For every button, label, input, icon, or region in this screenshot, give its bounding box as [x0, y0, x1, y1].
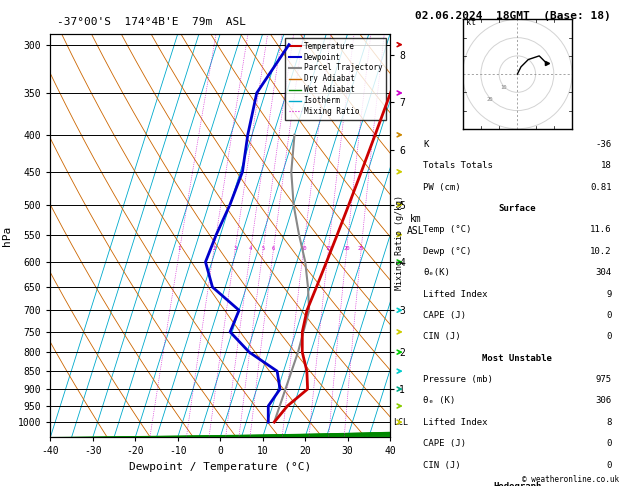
Text: CAPE (J): CAPE (J) [423, 439, 466, 448]
Text: 1: 1 [178, 246, 181, 251]
Text: 5: 5 [261, 246, 264, 251]
Text: © weatheronline.co.uk: © weatheronline.co.uk [523, 474, 620, 484]
Text: CIN (J): CIN (J) [423, 332, 461, 341]
Text: -37°00'S  174°4B'E  79m  ASL: -37°00'S 174°4B'E 79m ASL [57, 17, 245, 27]
Text: 3: 3 [233, 246, 237, 251]
Text: 0: 0 [606, 332, 611, 341]
Text: 2: 2 [212, 246, 215, 251]
Text: Mixing Ratio (g/kg): Mixing Ratio (g/kg) [395, 195, 404, 291]
Text: LCL: LCL [393, 417, 408, 427]
Legend: Temperature, Dewpoint, Parcel Trajectory, Dry Adiabat, Wet Adiabat, Isotherm, Mi: Temperature, Dewpoint, Parcel Trajectory… [286, 38, 386, 120]
Text: 10: 10 [500, 85, 507, 90]
Text: 306: 306 [595, 397, 611, 405]
Text: Pressure (mb): Pressure (mb) [423, 375, 493, 384]
Text: CAPE (J): CAPE (J) [423, 311, 466, 320]
Text: 20: 20 [487, 98, 493, 103]
Text: Surface: Surface [499, 204, 536, 213]
Text: 8: 8 [606, 418, 611, 427]
Text: 975: 975 [595, 375, 611, 384]
Text: -36: -36 [595, 140, 611, 149]
Text: Most Unstable: Most Unstable [482, 354, 552, 363]
Text: 15: 15 [325, 246, 331, 251]
Text: kt: kt [466, 18, 476, 27]
Text: 9: 9 [606, 290, 611, 298]
Y-axis label: hPa: hPa [3, 226, 12, 246]
Text: 6: 6 [272, 246, 275, 251]
Text: θₑ (K): θₑ (K) [423, 397, 455, 405]
Text: 0: 0 [606, 439, 611, 448]
Text: 0: 0 [606, 311, 611, 320]
Text: θₑ(K): θₑ(K) [423, 268, 450, 277]
Text: 10.2: 10.2 [590, 247, 611, 256]
Text: 4: 4 [249, 246, 252, 251]
Text: 11.6: 11.6 [590, 226, 611, 234]
Text: 02.06.2024  18GMT  (Base: 18): 02.06.2024 18GMT (Base: 18) [415, 11, 611, 21]
Text: K: K [423, 140, 429, 149]
Text: Lifted Index: Lifted Index [423, 290, 488, 298]
Text: Lifted Index: Lifted Index [423, 418, 488, 427]
Text: Temp (°C): Temp (°C) [423, 226, 472, 234]
Text: 18: 18 [601, 161, 611, 170]
Text: 304: 304 [595, 268, 611, 277]
X-axis label: Dewpoint / Temperature (°C): Dewpoint / Temperature (°C) [129, 462, 311, 472]
Text: Totals Totals: Totals Totals [423, 161, 493, 170]
Text: Hodograph: Hodograph [493, 482, 542, 486]
Text: 0.81: 0.81 [590, 183, 611, 191]
Y-axis label: km
ASL: km ASL [407, 214, 425, 236]
Text: 0: 0 [606, 461, 611, 469]
Text: 10: 10 [300, 246, 306, 251]
Text: Dewp (°C): Dewp (°C) [423, 247, 472, 256]
Text: 25: 25 [358, 246, 364, 251]
Text: PW (cm): PW (cm) [423, 183, 461, 191]
Text: 20: 20 [343, 246, 350, 251]
Text: CIN (J): CIN (J) [423, 461, 461, 469]
